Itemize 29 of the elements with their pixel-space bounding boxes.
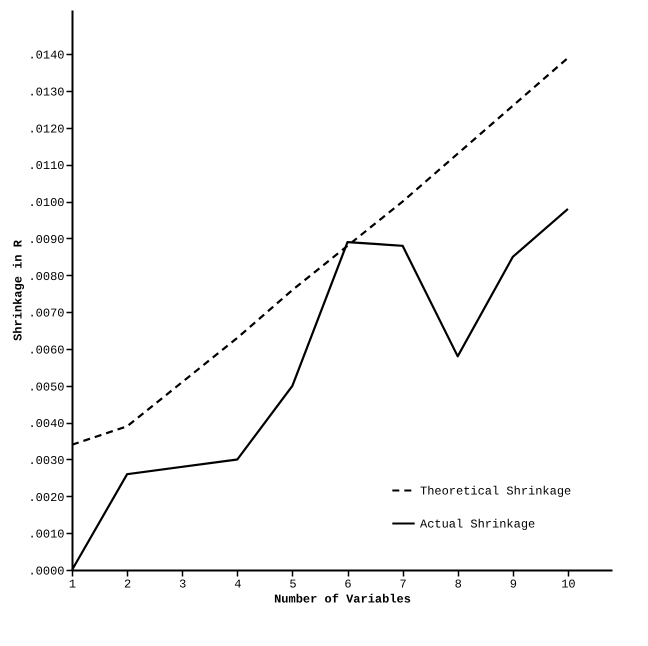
y-tick-label: .0000 [28, 564, 64, 578]
y-tick-label: .0080 [28, 270, 64, 284]
y-tick-label: .0040 [28, 417, 64, 432]
x-tick-label: 2 [124, 578, 132, 592]
x-axis-title: Number of Variables [274, 592, 411, 606]
y-tick-label: .0120 [28, 122, 64, 136]
y-axis-title: Shrinkage in R [11, 239, 26, 341]
y-tick-label: .0100 [28, 196, 64, 210]
x-tick-label: 5 [289, 578, 297, 592]
y-tick-label: .0060 [28, 343, 64, 358]
x-tick-label: 3 [179, 578, 186, 592]
y-tick-label: .0110 [28, 159, 64, 174]
x-tick-label: 4 [234, 578, 242, 592]
x-tick-label: 7 [400, 578, 407, 592]
y-tick-label: .0130 [28, 86, 64, 100]
y-tick-label: .0010 [28, 528, 64, 542]
y-tick-label: .0030 [28, 454, 64, 468]
y-tick-label: .0140 [28, 48, 64, 63]
legend-label: Theoretical Shrinkage [420, 484, 572, 498]
y-tick-label: .0070 [28, 306, 64, 321]
y-tick-label: .0050 [28, 380, 64, 394]
x-tick-label: 10 [561, 578, 576, 592]
legend-label: Actual Shrinkage [420, 518, 536, 532]
y-tick-label: .0090 [28, 232, 64, 247]
y-tick-label: .0020 [28, 490, 64, 505]
x-tick-label: 9 [510, 578, 517, 592]
x-tick-label: 8 [454, 578, 462, 592]
x-tick-label: 6 [344, 578, 352, 592]
x-tick-label: 1 [68, 578, 76, 592]
